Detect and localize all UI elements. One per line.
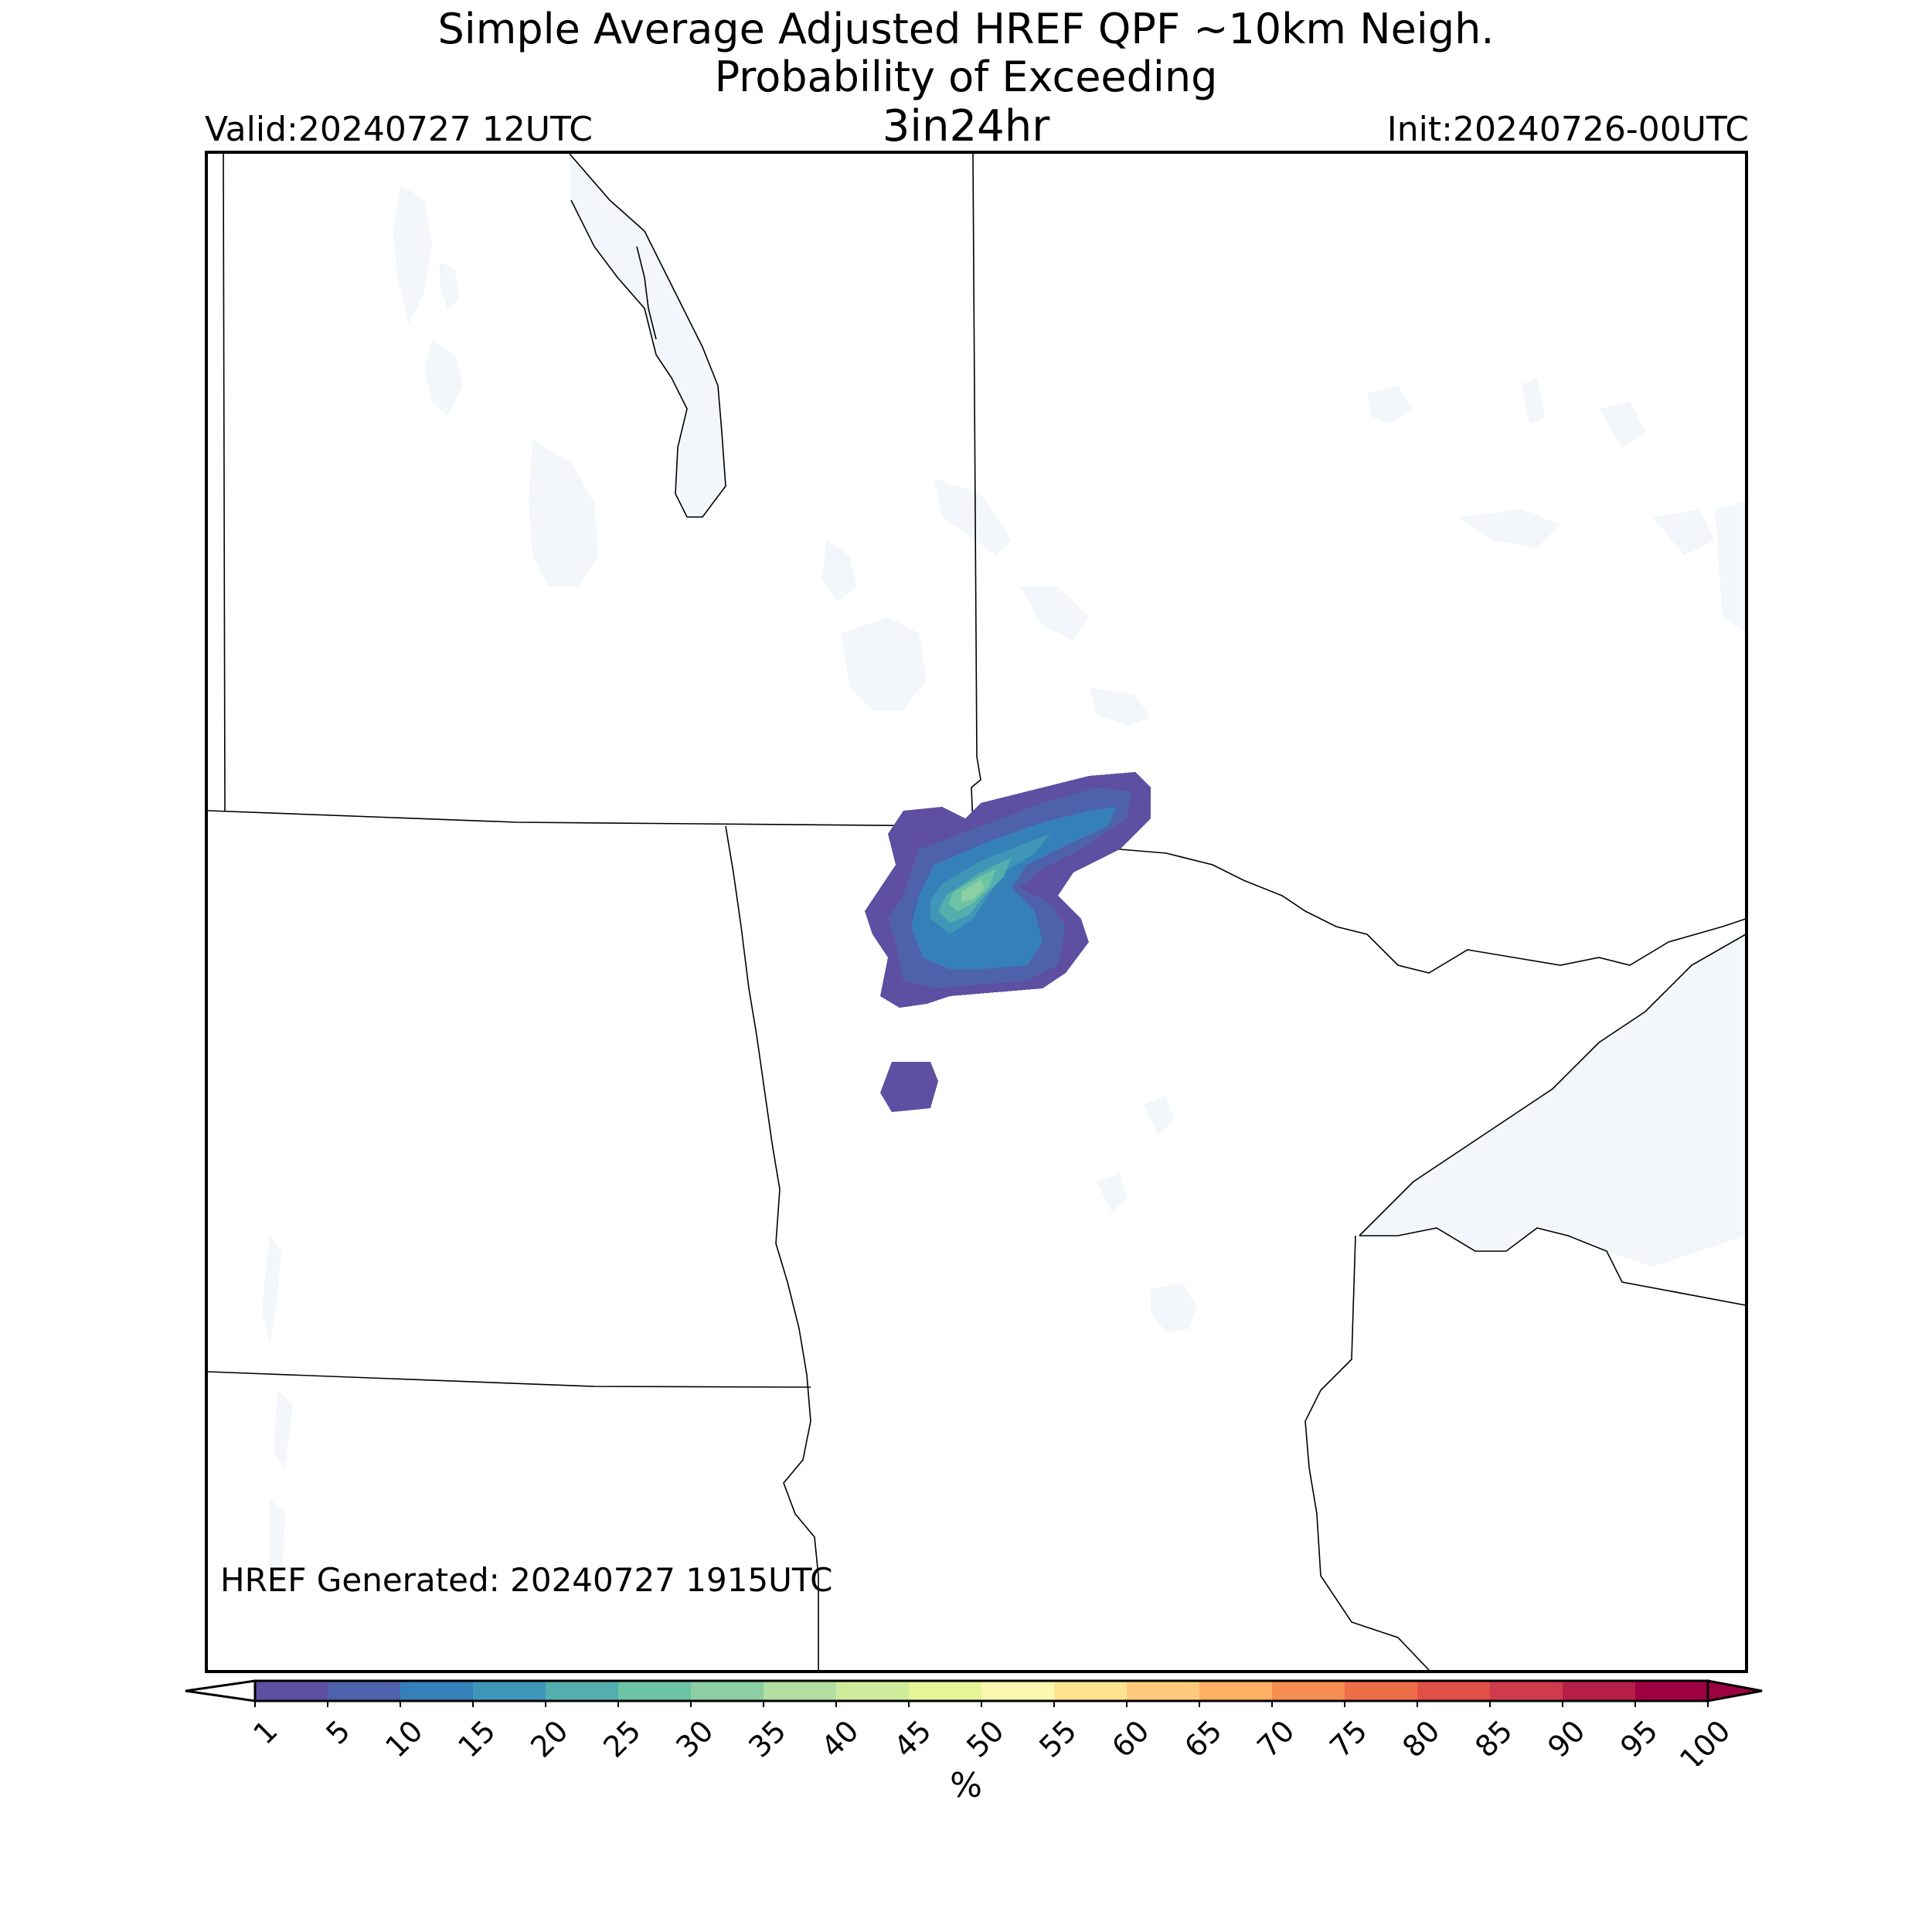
colorbar-unit: %	[950, 1766, 982, 1805]
colorbar-swatch	[1054, 1681, 1128, 1701]
colorbar-swatch	[981, 1681, 1055, 1701]
colorbar-tick-label: 5	[319, 1713, 356, 1750]
generated-note: HREF Generated: 20240727 1915UTC	[220, 1561, 833, 1599]
colorbar-swatch	[1635, 1681, 1709, 1701]
border-nd-sd	[208, 1371, 811, 1388]
map-canvas	[208, 154, 1745, 1670]
border-mn-on	[1026, 833, 1745, 974]
border-nd-mn	[725, 825, 819, 1670]
prob-blob-7	[961, 880, 985, 902]
colorbar-swatch	[618, 1681, 692, 1701]
lake-winnipegosis	[393, 185, 432, 324]
colorbar-swatch	[1563, 1681, 1636, 1701]
colorbar-tick-label: 25	[597, 1713, 647, 1764]
colorbar-tick-label: 40	[815, 1713, 865, 1764]
colorbar-swatch	[1199, 1681, 1273, 1701]
water-bodies	[262, 154, 1745, 1591]
political-boundaries	[208, 154, 1745, 1670]
colorbar-tick-label: 30	[669, 1713, 719, 1764]
colorbar-swatch	[1417, 1681, 1491, 1701]
colorbar-swatch	[909, 1681, 982, 1701]
colorbar: 1 5 10 15 20 25 30 35 40 45 50 55 60 65 70 75 80 85 90 95 10…	[185, 1679, 1763, 1766]
border-sk-mb	[223, 154, 226, 811]
colorbar-swatch	[836, 1681, 910, 1701]
threshold-label: 3in24hr	[882, 101, 1050, 151]
lake-winnipeg	[570, 154, 726, 517]
colorbar-swatch	[691, 1681, 764, 1701]
colorbar-tick-label: 75	[1323, 1713, 1373, 1764]
colorbar-under-extend	[185, 1679, 257, 1702]
colorbar-tick-label: 1	[247, 1713, 284, 1750]
colorbar-over-extend	[1706, 1679, 1763, 1702]
colorbar-tick-label: 45	[887, 1713, 937, 1764]
colorbar-tick-label: 50	[960, 1713, 1010, 1764]
colorbar-tick-label: 60	[1105, 1713, 1155, 1764]
superior-shore	[1359, 934, 1745, 1236]
map-panel	[205, 151, 1748, 1673]
colorbar-swatch	[1345, 1681, 1418, 1701]
colorbar-tick-label: 65	[1178, 1713, 1228, 1764]
colorbar-swatch	[1272, 1681, 1345, 1701]
colorbar-swatch	[255, 1681, 328, 1701]
mille-lacs	[1151, 1282, 1197, 1332]
lake-of-the-woods	[842, 617, 927, 710]
colorbar-swatch	[546, 1681, 619, 1701]
colorbar-swatch	[764, 1681, 837, 1701]
colorbar-swatch	[1490, 1681, 1563, 1701]
colorbar-tick-label: 10	[379, 1713, 429, 1764]
colorbar-tick-label: 55	[1032, 1713, 1083, 1764]
colorbar-swatch	[328, 1681, 401, 1701]
colorbar-tick-label: 80	[1396, 1713, 1446, 1764]
prob-blob-1b	[880, 1062, 938, 1112]
colorbar-tick-label: 20	[524, 1713, 574, 1764]
lake-manitoba	[529, 440, 598, 587]
colorbar-tick-label: 95	[1614, 1713, 1664, 1764]
colorbar-swatch	[473, 1681, 546, 1701]
map-subtitle: Probability of Exceeding	[714, 53, 1218, 101]
colorbar-swatch	[1127, 1681, 1200, 1701]
colorbar-tick-label: 70	[1250, 1713, 1301, 1764]
probability-field	[865, 772, 1151, 1112]
border-mn-wi	[1304, 1235, 1430, 1670]
colorbar-tick-label: 100	[1673, 1713, 1736, 1766]
prob-blob-3	[911, 807, 1116, 969]
map-title: Simple Average Adjusted HREF QPF ~10km N…	[437, 5, 1495, 53]
colorbar-tick-label: 90	[1541, 1713, 1591, 1764]
colorbar-swatch	[400, 1681, 474, 1701]
lake-superior	[1359, 934, 1745, 1267]
colorbar-tick-label: 35	[742, 1713, 792, 1764]
upper-red-lake	[1089, 687, 1151, 726]
border-mb-on	[971, 154, 981, 827]
colorbar-tick-label: 15	[451, 1713, 502, 1764]
colorbar-tick-label: 85	[1468, 1713, 1519, 1764]
valid-time-label: Valid:20240727 12UTC	[205, 110, 594, 149]
border-us-canada	[208, 810, 974, 827]
init-time-label: Init:20240726-00UTC	[1386, 110, 1749, 149]
